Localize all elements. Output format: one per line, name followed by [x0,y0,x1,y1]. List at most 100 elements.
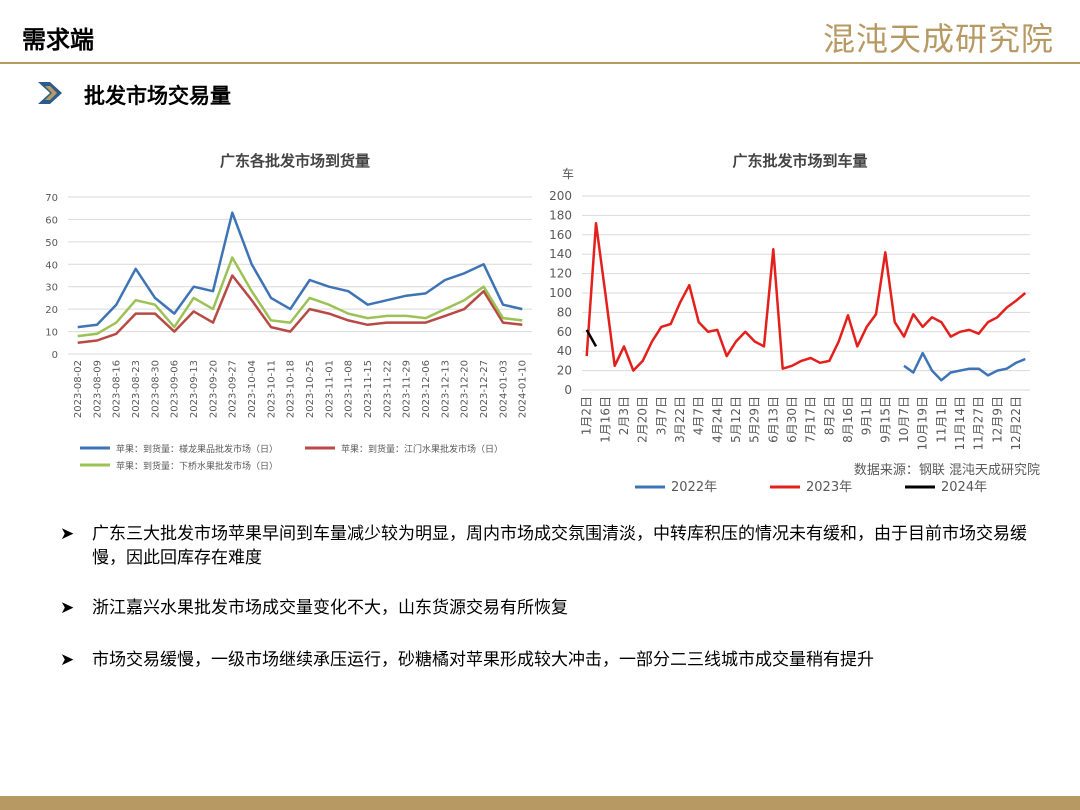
x-tick-label: 1月2日 [580,396,594,435]
x-tick-label: 5月12日 [729,396,743,443]
series-line [77,274,523,345]
x-tick-label: 2023-09-06 [170,360,181,418]
y-tick-label: 200 [549,189,572,203]
x-tick-label: 2023-08-16 [112,360,123,418]
bullet: ➤ 市场交易缓慢，一级市场继续承压运行，砂糖橘对苹果形成较大冲击，一部分二三线城市… [60,648,1060,672]
legend-label: 2024年 [941,480,987,495]
bullet-text: 广东三大批发市场苹果早间到车量减少较为明显，周内市场成交氛围清淡，中转库积压的情… [92,524,1027,568]
series-line [77,256,523,338]
source-note: 数据来源：钢联 混沌天成研究院 [854,463,1040,478]
y-tick-label: 0 [564,383,572,397]
header-rule [0,62,1080,64]
x-tick-label: 3月7日 [654,396,668,435]
bullet-marker: ➤ [60,650,75,670]
y-tick-label: 60 [45,215,58,226]
x-tick-label: 4月24日 [710,396,724,443]
x-tick-label: 2月20日 [636,396,650,443]
y-tick-label: 180 [549,208,572,222]
x-tick-label: 2023-09-27 [228,360,239,418]
series-line [585,329,598,348]
logo: 混沌天成研究院 [822,20,1054,58]
y-tick-label: 30 [45,283,58,294]
bullet: ➤ 广东三大批发市场苹果早间到车量减少较为明显，周内市场成交氛围清淡，中转库积压的… [60,522,1060,570]
series-line [77,211,523,329]
bullet-marker: ➤ [60,598,75,618]
x-tick-label: 2023-12-06 [421,360,432,418]
x-tick-label: 11月14日 [953,396,967,451]
series-line [585,221,1027,372]
x-tick-label: 2023-08-09 [92,360,103,418]
bullet: ➤ 浙江嘉兴水果批发市场成交量变化不大，山东货源交易有所恢复 [60,596,1060,620]
section-title: 批发市场交易量 [84,84,231,108]
x-tick-label: 2023-12-20 [460,360,471,418]
x-tick-label: 2023-12-13 [440,360,451,418]
chart-title: 广东批发市场到车量 [732,152,867,170]
y-tick-label: 10 [45,328,58,339]
footer-bar [0,796,1080,810]
x-tick-label: 2023-10-25 [305,360,316,418]
x-tick-label: 2023-10-04 [247,360,258,418]
y-tick-label: 40 [45,260,58,271]
x-tick-label: 8月2日 [822,396,836,435]
bullet-text: 浙江嘉兴水果批发市场成交量变化不大，山东货源交易有所恢复 [92,598,568,618]
y-tick-label: 60 [557,325,572,339]
x-tick-label: 9月1日 [860,396,874,435]
y-tick-label: 160 [549,228,572,242]
x-tick-label: 6月30日 [785,396,799,443]
y-tick-label: 80 [557,305,572,319]
x-tick-label: 2023-10-18 [286,360,297,418]
x-tick-label: 2023-11-08 [344,360,355,418]
header-title: 需求端 [22,26,94,54]
x-tick-label: 4月7日 [692,396,706,435]
x-tick-label: 2023-08-02 [73,360,84,418]
y-tick-label: 70 [45,193,58,204]
x-tick-label: 2023-09-20 [208,360,219,418]
y-tick-label: 100 [549,286,572,300]
legend-label: 2022年 [671,480,717,495]
chevron-icon [38,82,62,104]
x-tick-label: 9月15日 [878,396,892,443]
y-tick-label: 140 [549,247,572,261]
x-tick-label: 6月13日 [766,396,780,443]
x-tick-label: 2023-12-27 [479,360,490,418]
x-tick-label: 2023-11-22 [382,360,393,418]
y-tick-label: 120 [549,267,572,281]
y-tick-label: 20 [557,364,572,378]
x-tick-label: 2023-11-01 [324,360,335,418]
x-tick-label: 12月22日 [1009,396,1023,451]
legend-label: 苹果：到货量：様龙果品批发市场（日） [116,443,278,455]
legend-label: 苹果：到货量：下桥水果批发市场（日） [116,460,278,472]
x-tick-label: 2023-11-15 [363,360,374,418]
y-tick-label: 0 [52,350,58,361]
x-tick-label: 3月22日 [673,396,687,443]
series-line [903,351,1026,382]
y-tick-label: 50 [45,238,58,249]
x-tick-label: 2023-08-30 [150,360,161,418]
x-tick-label: 2023-08-23 [131,360,142,418]
bullet-text: 市场交易缓慢，一级市场继续承压运行，砂糖橘对苹果形成较大冲击，一部分二三线城市成… [92,650,874,670]
x-tick-label: 2024-01-03 [498,360,509,418]
x-tick-label: 8月16日 [841,396,855,443]
x-tick-label: 2月3日 [617,396,631,435]
x-tick-label: 12月9日 [990,396,1004,443]
y-tick-label: 40 [557,344,572,358]
x-tick-label: 2023-10-11 [266,360,277,418]
x-tick-label: 2023-09-13 [189,360,200,418]
x-tick-label: 1月16日 [598,396,612,443]
y-axis-label: 车 [562,166,574,181]
x-tick-label: 5月29日 [748,396,762,443]
x-tick-label: 7月17日 [804,396,818,443]
bullet-marker: ➤ [60,524,75,544]
x-tick-label: 2024-01-10 [518,360,529,418]
chart-title: 广东各批发市场到货量 [220,152,370,170]
x-tick-label: 11月1日 [934,396,948,443]
x-tick-label: 2023-11-29 [402,360,413,418]
x-tick-label: 10月7日 [897,396,911,443]
x-tick-label: 10月19日 [916,396,930,451]
legend-label: 苹果：到货量：江门水果批发市场（日） [341,443,503,455]
x-tick-label: 11月27日 [972,396,986,451]
legend-label: 2023年 [806,480,852,495]
y-tick-label: 20 [45,305,58,316]
charts: 广东各批发市场到货量 0 10 20 30 40 50 60 70 2023-08-02 2023-… [45,152,1040,495]
